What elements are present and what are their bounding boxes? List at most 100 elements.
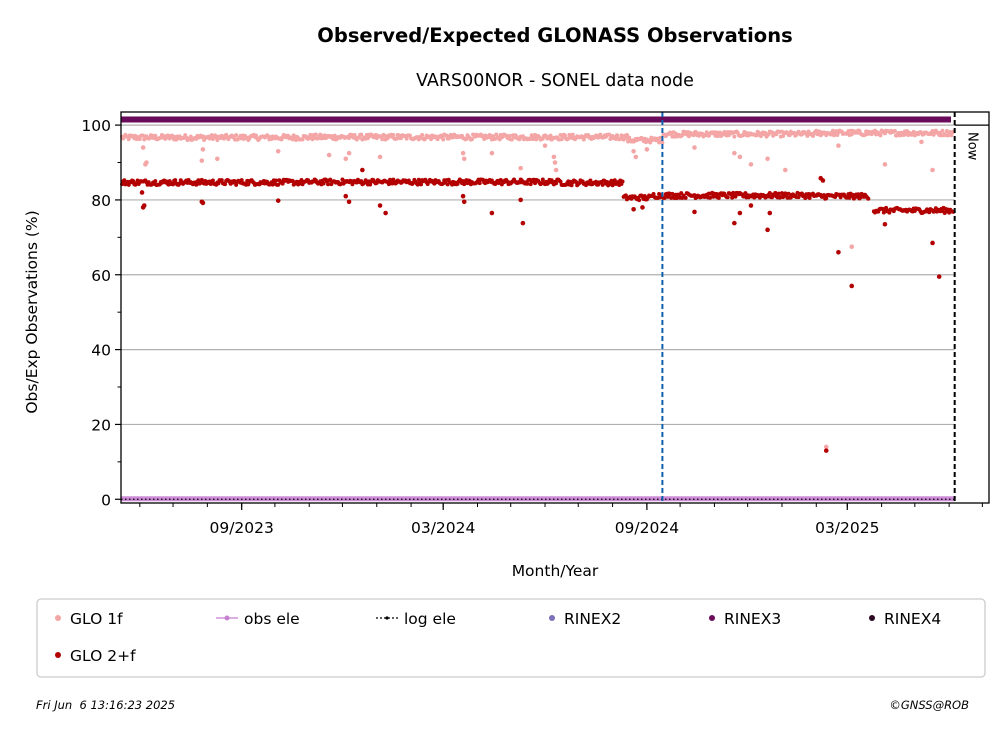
data-point-outlier — [692, 209, 697, 215]
data-point — [704, 130, 709, 135]
data-point — [219, 178, 224, 183]
data-point — [171, 182, 176, 187]
data-point — [153, 179, 158, 184]
data-point-outlier — [882, 221, 888, 227]
data-point-outlier — [551, 154, 557, 160]
data-point-outlier — [139, 190, 145, 195]
data-point — [469, 137, 474, 142]
data-point — [708, 195, 712, 200]
legend-marker — [549, 615, 555, 621]
chart-subtitle: VARS00NOR - SONEL data node — [416, 71, 694, 91]
data-point — [665, 194, 670, 199]
data-point — [234, 133, 239, 138]
y-tick-label: 80 — [91, 192, 111, 210]
data-point-outlier — [732, 150, 737, 156]
now-label: Now — [965, 132, 980, 161]
data-point — [767, 191, 772, 196]
data-point — [380, 137, 385, 142]
data-point — [623, 193, 628, 198]
legend-item: RINEX2 — [549, 610, 621, 628]
data-point — [394, 136, 399, 141]
data-point — [944, 128, 949, 133]
data-point-outlier — [732, 220, 737, 226]
data-point — [619, 133, 624, 138]
data-point — [300, 137, 305, 142]
x-axis-label: Month/Year — [512, 562, 599, 580]
data-point — [308, 132, 313, 137]
data-point — [588, 178, 593, 183]
data-point — [234, 182, 239, 187]
data-point — [892, 128, 897, 133]
data-point — [593, 179, 598, 184]
data-point-outlier — [765, 156, 770, 162]
data-point — [658, 135, 663, 140]
data-series — [120, 116, 989, 502]
data-point — [642, 193, 647, 198]
data-point — [210, 178, 215, 183]
data-point-outlier — [836, 250, 841, 255]
future-region — [954, 112, 989, 503]
data-point-outlier — [343, 193, 349, 199]
legend-marker — [55, 652, 61, 658]
data-point — [280, 181, 285, 186]
x-tick-label: 09/2023 — [209, 519, 273, 537]
data-point-outlier — [823, 444, 829, 450]
legend-item: obs ele — [216, 610, 300, 628]
legend-label: RINEX3 — [724, 610, 781, 628]
data-point-outlier — [377, 154, 383, 160]
data-point — [239, 178, 244, 183]
data-point-outlier — [692, 145, 697, 150]
obs-ele-line — [121, 496, 989, 502]
axes: 0 20 40 60 80 100 09/2023 03/2024 09/2024 03/2025 — [81, 117, 983, 537]
data-point-outlier — [489, 150, 495, 156]
data-point-outlier — [346, 150, 352, 156]
x-tick-label: 03/2024 — [411, 519, 475, 537]
footer-timestamp: Fri Jun 6 13:16:23 2025 — [36, 698, 175, 712]
chart-title: Observed/Expected GLONASS Observations — [317, 24, 792, 47]
data-point — [321, 181, 326, 186]
data-point-outlier — [936, 274, 942, 279]
data-point-outlier — [930, 240, 935, 246]
data-point-outlier — [326, 152, 332, 158]
data-point-outlier — [200, 147, 206, 152]
data-point — [246, 182, 251, 187]
data-point — [832, 133, 836, 138]
data-point — [419, 182, 424, 187]
data-point-outlier — [631, 148, 636, 154]
data-point-outlier — [140, 145, 146, 150]
data-point-outlier — [748, 162, 754, 167]
y-tick-label: 100 — [81, 117, 111, 135]
data-point — [359, 132, 364, 137]
legend-item: GLO 2+f — [55, 647, 136, 665]
reference-lines — [661, 112, 989, 503]
legend-item: RINEX4 — [869, 610, 941, 628]
data-point — [779, 191, 784, 196]
legend-marker — [869, 615, 875, 621]
data-point-outlier — [542, 143, 548, 148]
data-point — [714, 191, 719, 196]
legend-marker — [709, 615, 715, 621]
data-point — [569, 183, 574, 188]
data-point — [866, 196, 871, 201]
y-tick-label: 0 — [101, 491, 111, 509]
data-point-outlier — [343, 156, 349, 162]
data-point — [276, 182, 281, 187]
data-point — [558, 179, 563, 184]
data-point — [533, 181, 538, 186]
data-point — [662, 195, 667, 200]
data-point — [660, 140, 665, 145]
rinex3-band — [121, 116, 951, 123]
data-point — [404, 136, 409, 141]
legend-marker — [55, 615, 61, 621]
data-point-outlier — [765, 227, 770, 233]
data-point — [716, 195, 721, 200]
data-point — [776, 191, 781, 196]
data-point-outlier — [748, 203, 754, 208]
data-point — [786, 191, 791, 196]
data-point — [548, 133, 553, 138]
x-tick-label: 03/2025 — [815, 519, 879, 537]
data-point — [525, 181, 530, 186]
legend-marker-dot — [224, 615, 230, 621]
data-point — [627, 135, 632, 140]
data-point-outlier — [520, 220, 526, 226]
